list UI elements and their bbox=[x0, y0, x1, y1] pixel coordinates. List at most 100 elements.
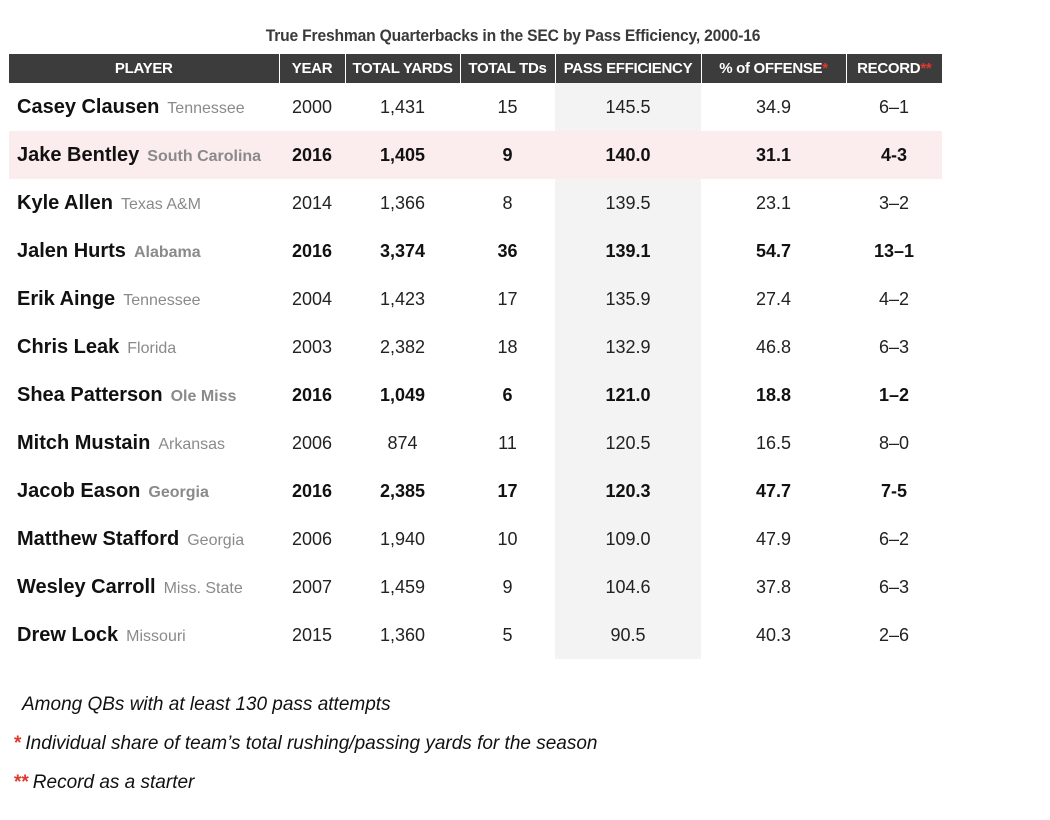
pct-offense-cell: 16.5 bbox=[755, 432, 792, 453]
tds-cell: 10 bbox=[497, 528, 518, 549]
record-cell: 3–2 bbox=[878, 192, 910, 213]
yards-cell: 1,405 bbox=[345, 131, 460, 179]
record-cell: 6–1 bbox=[878, 96, 910, 117]
year-cell: 2016 bbox=[279, 131, 345, 179]
efficiency-cell: 90.5 bbox=[555, 611, 701, 659]
player-name: Jalen Hurts bbox=[17, 239, 126, 262]
yards-cell: 1,360 bbox=[379, 624, 426, 645]
tds-cell: 8 bbox=[502, 192, 513, 213]
header-pct-offense[interactable]: % of OFFENSE* bbox=[700, 54, 846, 83]
pct-offense-cell: 23.1 bbox=[755, 192, 792, 213]
table-row: Chris Leak Florida 2003 2,382 18 132.9 46… bbox=[9, 323, 942, 371]
header-year[interactable]: YEAR bbox=[278, 54, 345, 83]
record-cell: 1–2 bbox=[878, 384, 910, 405]
yards-cell: 874 bbox=[387, 432, 418, 453]
header-record-label: RECORD bbox=[857, 60, 921, 77]
efficiency-cell: 104.6 bbox=[555, 563, 701, 611]
efficiency-cell: 120.3 bbox=[555, 467, 701, 515]
player-school: Alabama bbox=[133, 243, 201, 261]
player-name: Jacob Eason bbox=[17, 479, 141, 502]
tds-cell: 9 bbox=[460, 131, 555, 179]
tds-cell: 17 bbox=[497, 480, 518, 501]
player-name: Drew Lock bbox=[17, 623, 119, 646]
yards-cell: 1,366 bbox=[379, 192, 426, 213]
table-row: Drew Lock Missouri 2015 1,360 5 90.5 40.3… bbox=[9, 611, 942, 659]
header-total-tds[interactable]: TOTAL TDs bbox=[459, 54, 555, 83]
tds-cell: 18 bbox=[497, 336, 518, 357]
player-school: Tennessee bbox=[167, 99, 245, 117]
player-school: Georgia bbox=[187, 531, 245, 549]
table-row: Kyle Allen Texas A&M 2014 1,366 8 139.5 2… bbox=[9, 179, 942, 227]
header-pct-offense-label: % of OFFENSE bbox=[719, 60, 823, 77]
player-cell: Drew Lock Missouri bbox=[9, 611, 279, 659]
yards-cell: 1,423 bbox=[379, 288, 426, 309]
table-title: True Freshman Quarterbacks in the SEC by… bbox=[265, 26, 761, 45]
header-record[interactable]: RECORD** bbox=[845, 54, 942, 83]
footnote-marker: * bbox=[822, 60, 828, 77]
header-total-yards[interactable]: TOTAL YARDS bbox=[344, 54, 460, 83]
footnote-text: Individual share of team’s total rushing… bbox=[25, 733, 598, 754]
record-cell: 2–6 bbox=[878, 624, 910, 645]
header-player[interactable]: PLAYER bbox=[9, 54, 279, 83]
efficiency-cell: 121.0 bbox=[555, 371, 701, 419]
tds-cell: 15 bbox=[497, 96, 518, 117]
footnote-text: Record as a starter bbox=[32, 772, 195, 793]
footnote-marker: * bbox=[14, 733, 22, 754]
header-pass-efficiency[interactable]: PASS EFFICIENCY bbox=[554, 54, 701, 83]
player-name: Jake Bentley bbox=[17, 143, 140, 166]
player-school: Georgia bbox=[148, 483, 209, 501]
pct-offense-cell: 40.3 bbox=[755, 624, 792, 645]
yards-cell: 2,385 bbox=[379, 480, 426, 501]
table-row: Matthew Stafford Georgia 2006 1,940 10 10… bbox=[9, 515, 942, 563]
efficiency-cell: 135.9 bbox=[555, 275, 701, 323]
tds-cell: 6 bbox=[502, 384, 513, 405]
table-row: Jacob Eason Georgia 2016 2,385 17 120.3 4… bbox=[9, 467, 942, 515]
year-cell: 2003 bbox=[291, 336, 333, 357]
table-row: Wesley Carroll Miss. State 2007 1,459 9 1… bbox=[9, 563, 942, 611]
record-cell: 6–2 bbox=[878, 528, 910, 549]
pct-offense-cell: 54.7 bbox=[755, 240, 792, 261]
player-name: Erik Ainge bbox=[17, 287, 116, 310]
year-cell: 2016 bbox=[291, 480, 333, 501]
pct-offense-cell: 37.8 bbox=[755, 576, 792, 597]
player-name: Shea Patterson bbox=[17, 383, 163, 406]
player-cell: Wesley Carroll Miss. State bbox=[9, 563, 279, 611]
year-cell: 2016 bbox=[291, 384, 333, 405]
player-cell: Jacob Eason Georgia bbox=[9, 467, 279, 515]
efficiency-cell: 109.0 bbox=[555, 515, 701, 563]
record-cell: 6–3 bbox=[878, 336, 910, 357]
player-school: Arkansas bbox=[158, 435, 226, 453]
tds-cell: 36 bbox=[497, 240, 518, 261]
year-cell: 2016 bbox=[291, 240, 333, 261]
player-school: South Carolina bbox=[147, 147, 262, 165]
year-cell: 2006 bbox=[291, 528, 333, 549]
player-school: Texas A&M bbox=[120, 195, 201, 213]
player-school: Tennessee bbox=[123, 291, 201, 309]
yards-cell: 1,459 bbox=[379, 576, 426, 597]
pct-offense-cell: 47.7 bbox=[755, 480, 792, 501]
efficiency-cell: 145.5 bbox=[555, 83, 701, 131]
yards-cell: 2,382 bbox=[379, 336, 426, 357]
tds-cell: 9 bbox=[502, 576, 513, 597]
table-row: Mitch Mustain Arkansas 2006 874 11 120.5 … bbox=[9, 419, 942, 467]
year-cell: 2000 bbox=[291, 96, 333, 117]
record-cell: 4–2 bbox=[878, 288, 910, 309]
record-cell: 6–3 bbox=[878, 576, 910, 597]
table-row: Shea Patterson Ole Miss 2016 1,049 6 121.… bbox=[9, 371, 942, 419]
year-cell: 2006 bbox=[291, 432, 333, 453]
year-cell: 2015 bbox=[291, 624, 333, 645]
player-cell: Jalen Hurts Alabama bbox=[9, 227, 279, 275]
year-cell: 2004 bbox=[291, 288, 333, 309]
pct-offense-cell: 31.1 bbox=[701, 131, 846, 179]
player-cell: Matthew Stafford Georgia bbox=[9, 515, 279, 563]
player-school: Ole Miss bbox=[170, 387, 237, 405]
pct-offense-cell: 18.8 bbox=[755, 384, 792, 405]
table-row: Casey Clausen Tennessee 2000 1,431 15 145… bbox=[9, 83, 942, 131]
tds-cell: 5 bbox=[502, 624, 513, 645]
qb-table: PLAYER YEAR TOTAL YARDS TOTAL TDs PASS E… bbox=[9, 54, 942, 659]
footnotes: Among QBs with at least 130 pass attempt… bbox=[14, 690, 598, 807]
pct-offense-cell: 46.8 bbox=[755, 336, 792, 357]
tds-cell: 11 bbox=[498, 432, 517, 453]
player-cell: Mitch Mustain Arkansas bbox=[9, 419, 279, 467]
player-cell: Jake Bentley South Carolina bbox=[9, 131, 279, 179]
